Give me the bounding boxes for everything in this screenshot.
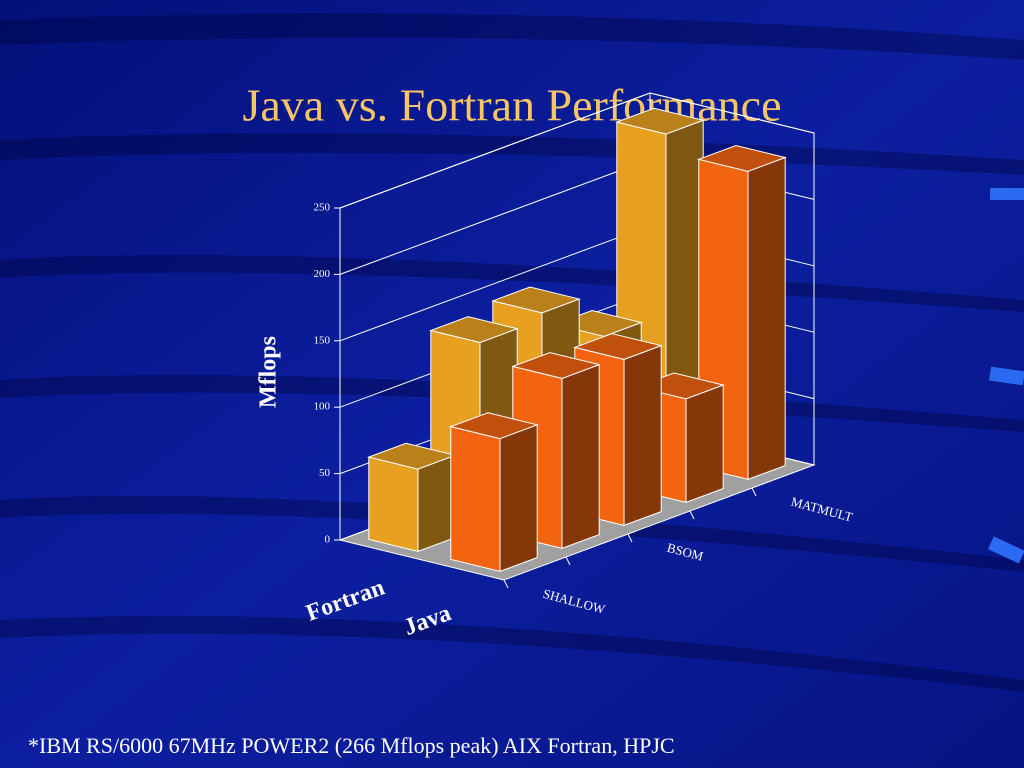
bar-front: [450, 425, 501, 573]
y-axis-label: Mflops: [256, 336, 282, 408]
bar-side: [499, 424, 538, 573]
bar: [367, 442, 457, 553]
bar-top: [511, 352, 601, 379]
bar-top: [615, 107, 705, 135]
background-stripes: [0, 13, 1024, 692]
x-tick: [565, 556, 571, 566]
y-tick-label: 0: [325, 534, 331, 546]
grid-line: [339, 92, 815, 209]
y-tick-label: 150: [314, 334, 331, 346]
x-tick: [627, 533, 633, 543]
bar-top: [491, 286, 581, 314]
y-tick-label: 100: [314, 401, 331, 413]
bar-side: [685, 384, 724, 504]
bar-top: [429, 316, 519, 344]
bar-side: [417, 454, 456, 553]
x-tick: [751, 487, 757, 497]
bar-top: [697, 144, 787, 172]
plot: 050100150200250SHALLOWBSOMMATMULTFortran…: [303, 92, 854, 641]
y-tick-label: 250: [314, 202, 331, 214]
bar-front: [368, 456, 419, 553]
footnote: *IBM RS/6000 67MHz POWER2 (266 Mflops pe…: [28, 733, 675, 758]
bar-top: [449, 412, 539, 440]
y-tick-label: 50: [319, 467, 331, 479]
x-tick: [503, 579, 509, 589]
bar-side: [623, 344, 662, 527]
x-tick: [689, 510, 695, 520]
y-tick-label: 200: [314, 268, 331, 280]
bar-top: [573, 333, 663, 360]
side-decor: [987, 188, 1024, 564]
bar: [449, 412, 539, 573]
bar-side: [561, 363, 600, 550]
bar-side: [747, 156, 786, 481]
